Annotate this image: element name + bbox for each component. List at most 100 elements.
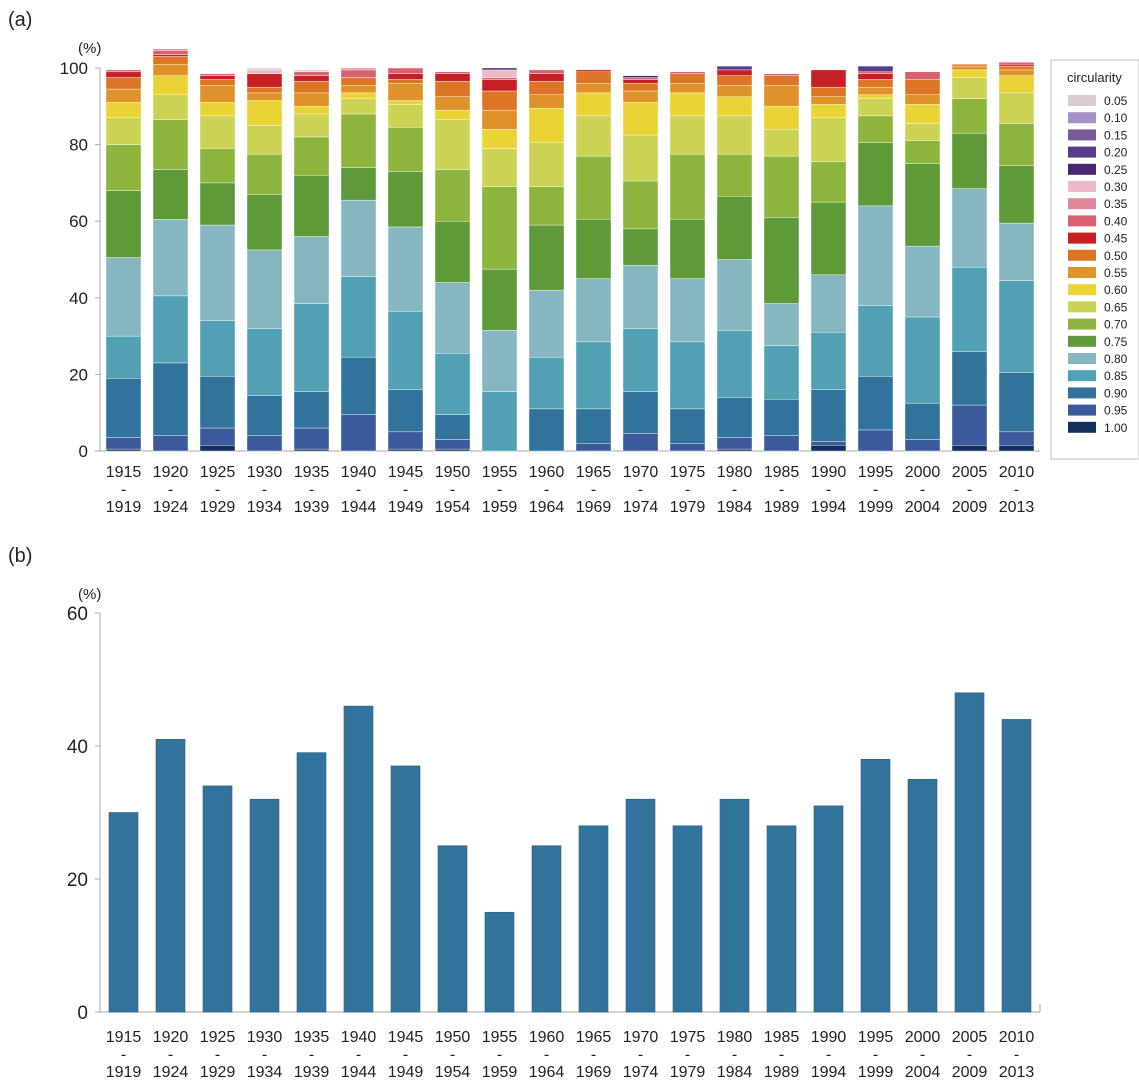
bar-segment — [340, 92, 377, 99]
bar-segment — [246, 153, 283, 195]
bar-segment — [293, 236, 330, 304]
bar-segment — [951, 266, 988, 352]
bar-segment — [105, 88, 142, 103]
bar-segment — [481, 186, 518, 270]
x-tick-label: 2005 — [952, 464, 988, 481]
bar-segment — [763, 303, 800, 346]
x-tick-label: - — [121, 482, 126, 499]
bar-segment — [951, 77, 988, 99]
bar-segment — [622, 79, 659, 84]
bar-segment — [669, 92, 706, 117]
x-tick-label: 2010 — [999, 464, 1035, 481]
x-tick-label: 1929 — [200, 1064, 236, 1081]
bar-segment — [152, 75, 189, 96]
legend-entry: 0.10 — [1104, 111, 1128, 125]
bar-segment — [528, 69, 565, 74]
x-tick-label: 1975 — [670, 464, 706, 481]
legend-entry: 0.80 — [1104, 352, 1128, 366]
x-tick-label: 1954 — [435, 499, 471, 516]
bar-segment — [669, 443, 706, 452]
bar-segment — [340, 414, 377, 452]
legend-swatch — [1068, 163, 1096, 175]
x-tick-label: 1949 — [388, 1064, 424, 1081]
bar-segment — [105, 448, 142, 452]
x-tick-label: 1995 — [858, 1029, 894, 1046]
legend-swatch — [1068, 249, 1096, 261]
x-tick-label: - — [638, 1047, 643, 1064]
legend-entry: 0.40 — [1104, 214, 1128, 228]
bar-segment — [528, 186, 565, 226]
bar-segment — [246, 395, 283, 436]
bar-segment — [716, 448, 753, 452]
x-tick-label: 2004 — [905, 1064, 941, 1081]
x-tick-label: 2013 — [999, 1064, 1035, 1081]
bar — [907, 778, 938, 1013]
bar — [813, 805, 844, 1013]
bar-segment — [340, 356, 377, 415]
x-tick-label: - — [403, 1047, 408, 1064]
bar-segment — [998, 372, 1035, 433]
bar-segment — [481, 109, 518, 130]
bar-segment — [904, 94, 941, 105]
bar-segment — [998, 431, 1035, 446]
bar-segment — [998, 63, 1035, 67]
x-tick-label: - — [262, 482, 267, 499]
x-tick-label: 1955 — [482, 1029, 518, 1046]
bar-segment — [434, 414, 471, 440]
x-tick-label: 1940 — [341, 1029, 377, 1046]
x-tick-label: 1969 — [576, 499, 612, 516]
bar — [531, 845, 562, 1013]
bar-segment — [857, 429, 894, 452]
legend-entry: 0.45 — [1104, 232, 1128, 246]
x-tick-label: 1980 — [717, 1029, 753, 1046]
x-tick-label: 2000 — [905, 464, 941, 481]
bar-segment — [528, 224, 565, 291]
bar-segment — [904, 245, 941, 318]
x-tick-label: 1974 — [623, 499, 659, 516]
bar-segment — [763, 435, 800, 452]
bar-segment — [669, 278, 706, 343]
bar-segment — [246, 73, 283, 88]
bar-segment — [904, 71, 941, 80]
x-tick-label: - — [732, 1047, 737, 1064]
x-tick-label: - — [591, 482, 596, 499]
bar-segment — [622, 433, 659, 452]
bar-segment — [293, 106, 330, 115]
y-tick-label: 20 — [69, 365, 88, 384]
bar-segment — [387, 79, 424, 84]
bar — [1001, 719, 1032, 1013]
x-tick-label: 1984 — [717, 499, 753, 516]
bar-segment — [998, 165, 1035, 224]
legend-entry: 0.70 — [1104, 318, 1128, 332]
x-tick-label: - — [497, 1047, 502, 1064]
bar-segment — [387, 171, 424, 228]
x-tick-label: 1969 — [576, 1064, 612, 1081]
bar — [155, 739, 186, 1013]
bar-segment — [622, 265, 659, 329]
x-tick-label: - — [450, 482, 455, 499]
x-tick-label: - — [967, 482, 972, 499]
bar-segment — [246, 67, 283, 71]
bar-segment — [951, 69, 988, 78]
y-tick-label: 40 — [67, 737, 88, 758]
bar-segment — [622, 90, 659, 103]
bar-segment — [340, 98, 377, 115]
bar-segment — [716, 115, 753, 155]
bar-segment — [199, 115, 236, 149]
bar-segment — [340, 199, 377, 277]
bar-segment — [340, 113, 377, 168]
legend-entry: 1.00 — [1104, 421, 1128, 435]
bar-segment — [152, 119, 189, 170]
x-tick-label: 1950 — [435, 1029, 471, 1046]
bar-segment — [293, 136, 330, 176]
bar-segment — [904, 123, 941, 141]
x-tick-label: 1929 — [200, 499, 236, 516]
panel-a-unit: (%) — [78, 40, 101, 57]
bar-segment — [434, 439, 471, 450]
legend-swatch — [1068, 181, 1096, 192]
bar-segment — [293, 75, 330, 82]
bar-segment — [152, 54, 189, 57]
bar-segment — [857, 79, 894, 88]
x-tick-label: 1954 — [435, 1064, 471, 1081]
bar-segment — [246, 86, 283, 94]
